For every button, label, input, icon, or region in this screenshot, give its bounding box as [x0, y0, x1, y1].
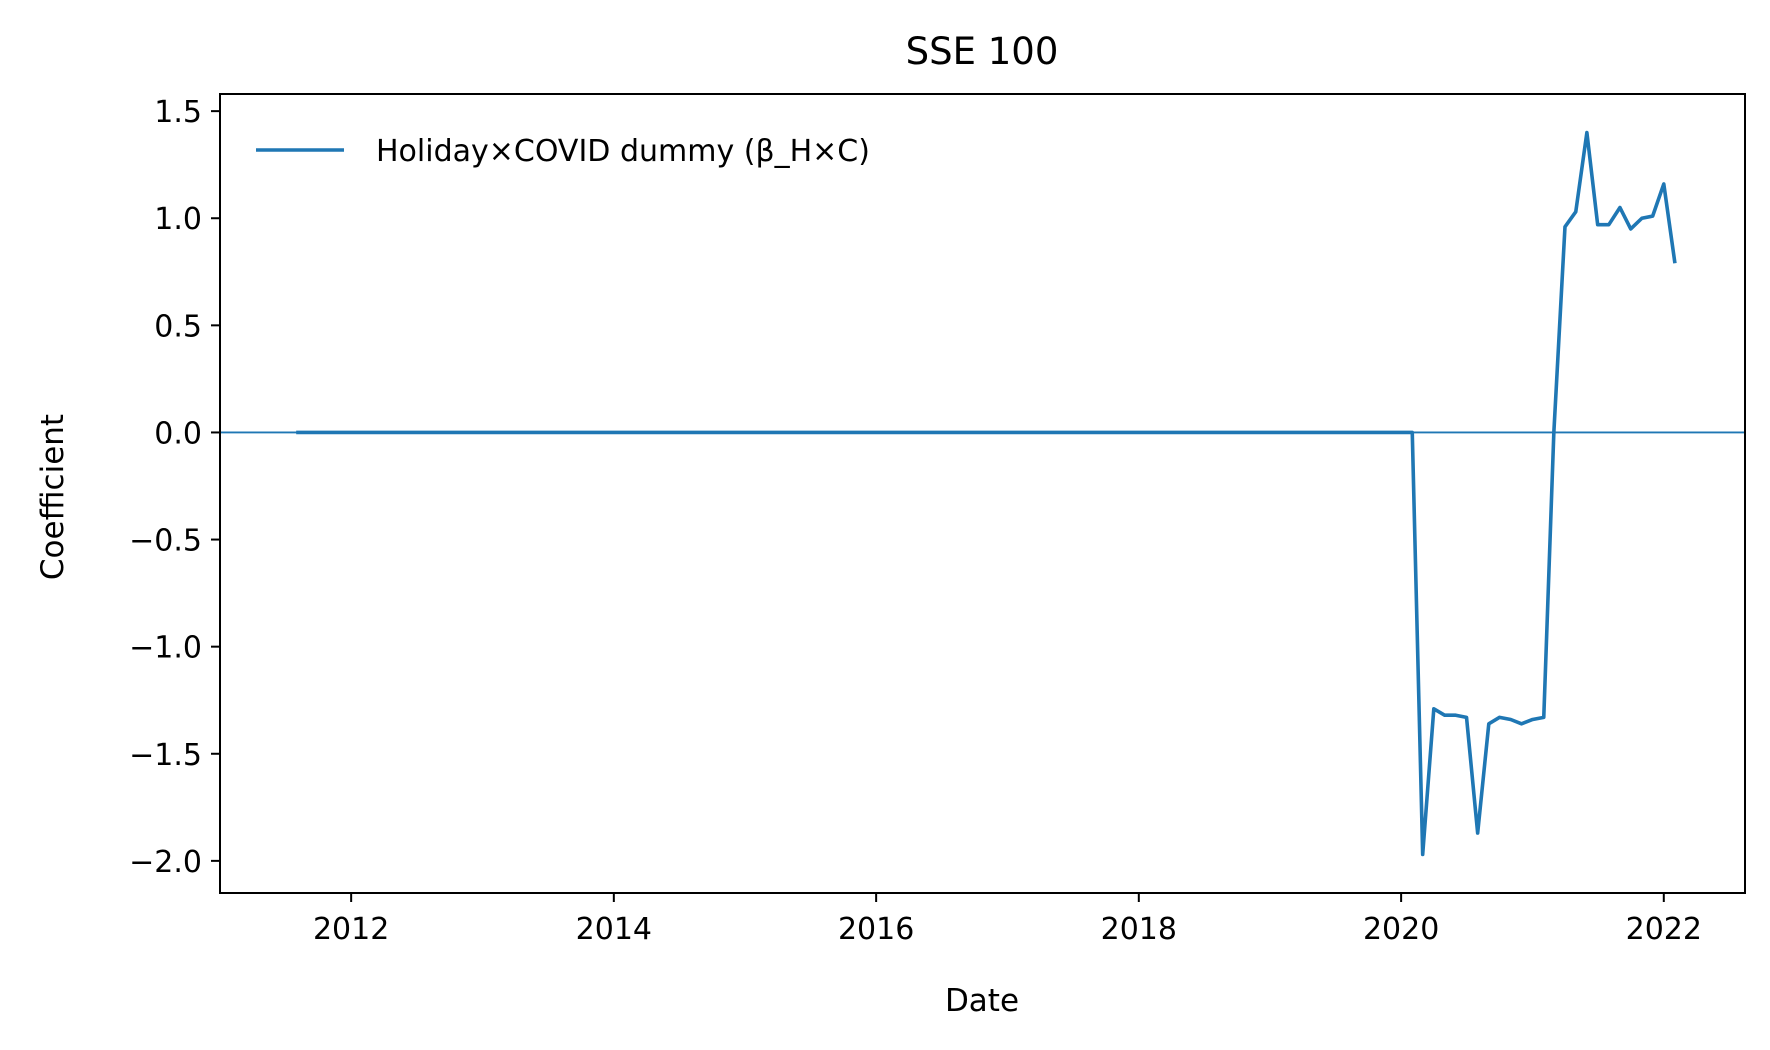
y-tick-label: −0.5: [129, 524, 202, 559]
x-tick-label: 2020: [1363, 912, 1439, 947]
plot-area: [220, 130, 1745, 857]
x-tick-label: 2022: [1626, 912, 1702, 947]
x-tick-label: 2016: [838, 912, 914, 947]
x-axis-label: Date: [945, 983, 1019, 1019]
y-tick-label: −2.0: [129, 845, 202, 880]
axes-frame: [219, 93, 1746, 894]
legend-label: Holiday×COVID dummy (β_H×C): [376, 134, 870, 169]
legend: Holiday×COVID dummy (β_H×C): [256, 134, 870, 169]
chart-title: SSE 100: [906, 30, 1059, 73]
series-line-0: [296, 130, 1677, 857]
y-tick-label: 1.5: [154, 95, 202, 130]
y-tick-label: 1.0: [154, 202, 202, 237]
x-tick-label: 2018: [1101, 912, 1177, 947]
y-tick-label: 0.5: [154, 309, 202, 344]
y-tick-label: −1.5: [129, 738, 202, 773]
x-tick-label: 2012: [313, 912, 389, 947]
y-tick-label: 0.0: [154, 416, 202, 451]
x-tick-label: 2014: [576, 912, 652, 947]
y-axis-label: Coefficient: [35, 414, 71, 580]
y-tick-label: −1.0: [129, 631, 202, 666]
axes: 2012 2014 2016 2018 2020 2022 1.5 1.0 0.5 0.0 −0.5…: [129, 93, 1746, 947]
